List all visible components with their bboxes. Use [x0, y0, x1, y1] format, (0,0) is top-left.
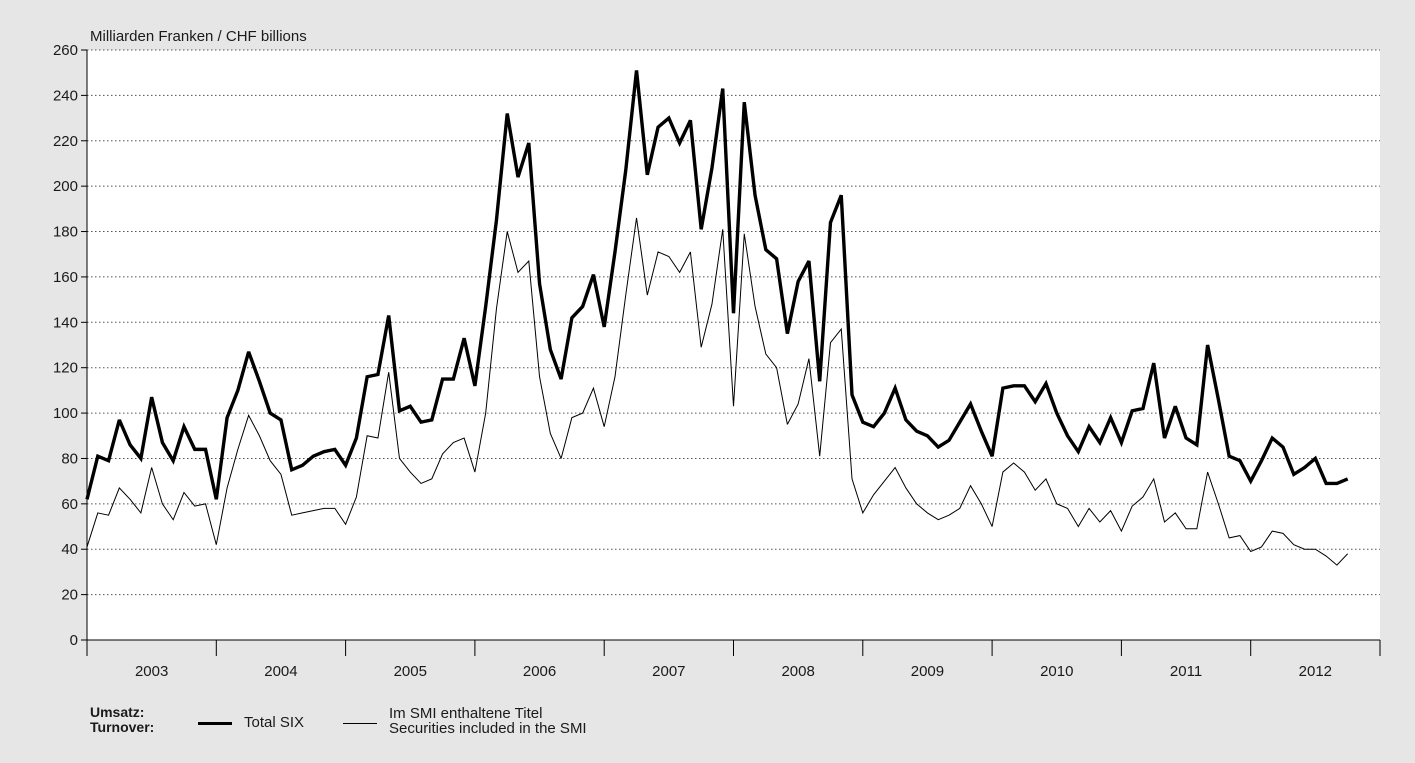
legend-title: Umsatz: Turnover:: [90, 705, 190, 735]
y-tick-label-0: 0: [70, 632, 78, 649]
y-unit-label: Milliarden Franken / CHF billions: [90, 28, 307, 45]
grid-lines: [87, 49, 1380, 640]
legend-label-smi: Im SMI enthaltene Titel Securities inclu…: [389, 706, 587, 736]
legend-title-de: Umsatz:: [90, 704, 145, 720]
legend-label-smi-de: Im SMI enthaltene Titel: [389, 705, 543, 722]
y-tick-label-260: 260: [53, 42, 78, 59]
y-tick-label-160: 160: [53, 269, 78, 286]
x-tick-label-2010: 2010: [1040, 663, 1073, 680]
x-tick-label-2007: 2007: [652, 663, 685, 680]
x-tick-label-2008: 2008: [781, 663, 814, 680]
y-tick-label-180: 180: [53, 224, 78, 241]
y-tick-label-20: 20: [61, 587, 78, 604]
y-tick-label-200: 200: [53, 178, 78, 195]
y-tick-label-220: 220: [53, 133, 78, 150]
legend-swatch-thick: [198, 722, 232, 725]
legend-label-smi-en: Securities included in the SMI: [389, 720, 587, 737]
x-tick-label-2011: 2011: [1170, 663, 1202, 680]
y-axis-ticks: 0 20 40 60 80 100 120 140 160 180 200 220 240 260: [53, 42, 87, 649]
x-tick-label-2004: 2004: [264, 663, 297, 680]
x-tick-label-2006: 2006: [523, 663, 556, 680]
y-tick-label-60: 60: [61, 496, 78, 513]
series-lines: [85, 70, 1349, 566]
x-tick-label-2009: 2009: [911, 663, 944, 680]
series-line-smi: [86, 217, 1349, 566]
series-line-total-six: [85, 70, 1349, 500]
x-tick-label-2003: 2003: [135, 663, 168, 680]
x-tick-label-2012: 2012: [1299, 663, 1332, 680]
legend-title-en: Turnover:: [90, 719, 155, 735]
y-tick-label-240: 240: [53, 87, 78, 104]
plot-area: [87, 50, 1380, 640]
y-tick-label-80: 80: [61, 450, 78, 467]
y-tick-label-140: 140: [53, 314, 78, 331]
legend-swatch-thin: [343, 723, 377, 724]
y-tick-label-40: 40: [61, 541, 78, 558]
x-axis-ticks: 2003 2004 2005 2006 2007 2008 2009 2010 2011 2012: [86, 640, 1381, 680]
y-tick-label-120: 120: [53, 360, 78, 377]
y-tick-label-100: 100: [53, 405, 78, 422]
legend-item-total-six: Total SIX: [198, 703, 328, 747]
legend-label-total-six: Total SIX: [244, 714, 305, 731]
x-tick-label-2005: 2005: [394, 663, 427, 680]
legend-item-smi: Im SMI enthaltene Titel Securities inclu…: [343, 703, 643, 747]
